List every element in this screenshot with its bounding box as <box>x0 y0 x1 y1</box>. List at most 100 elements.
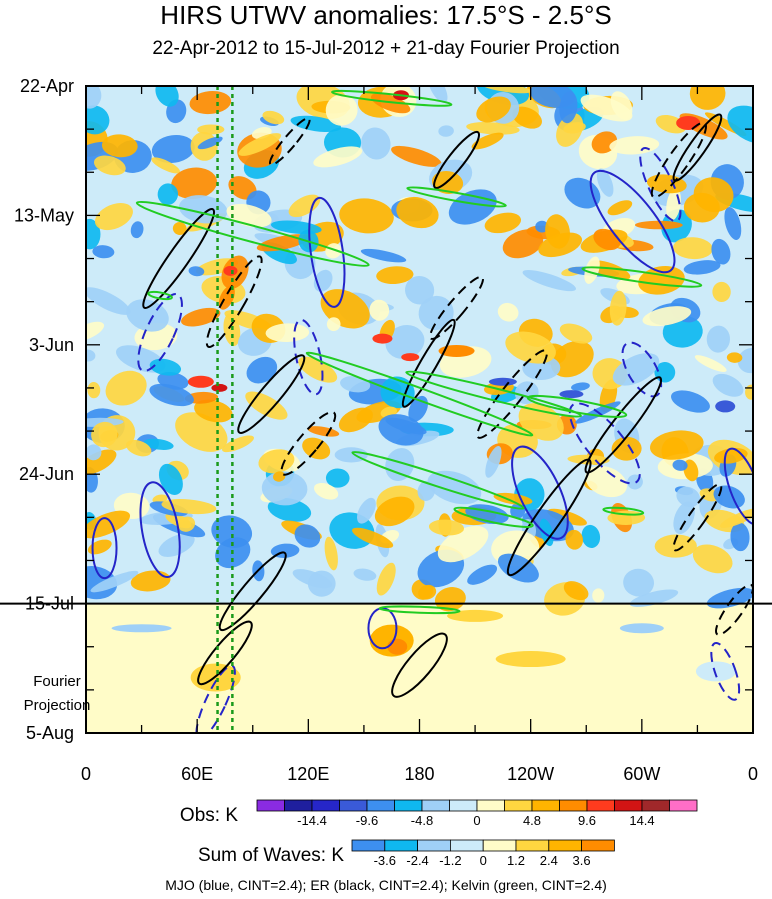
colorbar-swatch <box>586 799 615 812</box>
wave-contour <box>589 169 676 274</box>
anomaly-cell <box>298 356 338 383</box>
anomaly-cell <box>522 270 576 292</box>
y-tick-label: 5-Aug <box>26 723 74 743</box>
anomaly-cell <box>87 539 112 555</box>
wave-contour <box>218 551 287 632</box>
anomaly-cell <box>178 516 196 532</box>
anomaly-cell <box>471 132 504 150</box>
wave-contour <box>135 200 370 267</box>
anomaly-cell <box>325 468 350 488</box>
colorbar-swatch <box>311 799 340 812</box>
anomaly-cell <box>130 221 144 239</box>
anomaly-cell <box>369 299 390 321</box>
anomaly-cell <box>105 370 147 406</box>
anomaly-cell <box>339 198 394 234</box>
anomaly-cell <box>86 321 105 342</box>
anomaly-cell <box>585 465 628 498</box>
anomaly-cell <box>571 382 590 391</box>
anomaly-cell <box>711 238 731 265</box>
wave-contour <box>650 121 707 199</box>
obs-colorbar-title: Obs: K <box>180 805 238 826</box>
colorbar-tick-label: 9.6 <box>578 813 596 828</box>
anomaly-cell <box>352 527 394 548</box>
anomaly-cell <box>584 256 600 284</box>
wave-contour <box>672 483 723 552</box>
anomaly-cell <box>86 287 131 315</box>
wave-contour <box>584 376 663 474</box>
colorbar-tick-label: 1.2 <box>507 853 525 868</box>
projection-cell <box>111 624 172 633</box>
x-tick-label: 120E <box>287 764 329 784</box>
anomaly-cell <box>292 569 333 589</box>
colorbar-tick-label: 0 <box>480 853 487 868</box>
axis-ticks <box>85 85 754 734</box>
anomaly-cell <box>559 91 578 124</box>
anomaly-cell <box>151 134 195 164</box>
anomaly-cell <box>706 325 731 353</box>
wave-contour <box>715 583 753 636</box>
chart-title: HIRS UTWV anomalies: 17.5°S - 2.5°S <box>160 0 612 30</box>
anomaly-cell <box>724 206 742 240</box>
anomaly-cell <box>86 218 101 250</box>
anomaly-cell <box>712 281 731 302</box>
colorbar-swatch <box>641 799 670 812</box>
anomaly-cell <box>340 376 371 393</box>
anomaly-cell <box>158 533 195 557</box>
anomaly-cell <box>334 447 368 463</box>
anomaly-cell <box>94 155 126 176</box>
anomaly-cell <box>161 499 217 515</box>
waves-colorbar: -3.6 -2.4 -1.2 0 1.2 2.4 3.6 <box>351 839 615 868</box>
anomaly-cell <box>539 518 554 547</box>
anomaly-cell <box>654 534 697 558</box>
anomaly-cell <box>189 91 232 115</box>
anomaly-cell <box>314 482 339 500</box>
colorbar-swatch <box>449 799 478 812</box>
anomaly-cell <box>545 214 570 249</box>
wave-contour <box>511 445 569 540</box>
anomaly-cell <box>378 414 424 446</box>
anomaly-cell <box>238 133 282 156</box>
anomaly-cell <box>467 564 498 585</box>
anomaly-cell <box>650 430 704 460</box>
colorbar-swatch <box>339 799 368 812</box>
wave-contour <box>429 275 484 340</box>
projection-cell <box>447 609 504 622</box>
anomaly-cell <box>307 426 340 437</box>
anomaly-cell <box>228 176 257 200</box>
anomaly-peak <box>211 383 228 392</box>
anomaly-cell <box>417 480 436 501</box>
anomaly-cell <box>607 200 633 216</box>
anomaly-cell <box>86 349 96 362</box>
colorbar-tick-label: -3.6 <box>374 853 396 868</box>
y-tick-label: 24-Jun <box>19 464 74 484</box>
forecast-label-line2: Projection <box>24 697 91 714</box>
wave-contour <box>581 266 703 288</box>
anomaly-cell <box>484 212 522 234</box>
anomaly-peak <box>676 115 701 130</box>
colorbar-tick-label: -9.6 <box>356 813 378 828</box>
anomaly-cell <box>361 127 391 160</box>
anomaly-peak <box>715 400 736 413</box>
anomaly-cell <box>405 275 435 305</box>
anomaly-cell <box>258 449 295 474</box>
colorbar-swatch <box>384 839 418 852</box>
wave-contour <box>476 349 548 439</box>
anomaly-cell <box>91 421 118 448</box>
anomaly-cell <box>559 323 593 344</box>
anomaly-cell <box>623 568 655 597</box>
anomaly-cell <box>670 390 710 413</box>
colorbar-swatch <box>256 799 285 812</box>
anomaly-cell <box>565 529 584 550</box>
colorbar-swatch <box>504 799 533 812</box>
colorbar-swatch <box>421 799 450 812</box>
wave-contour <box>137 292 183 372</box>
y-tick-label: 3-Jun <box>29 335 74 355</box>
anomaly-cell <box>86 86 102 109</box>
anomaly-cell <box>152 494 168 504</box>
anomaly-cell <box>609 290 627 326</box>
colorbar-swatch <box>515 839 550 852</box>
wave-contour <box>280 411 337 476</box>
anomaly-cell <box>288 194 321 218</box>
anomaly-cell <box>261 471 308 506</box>
